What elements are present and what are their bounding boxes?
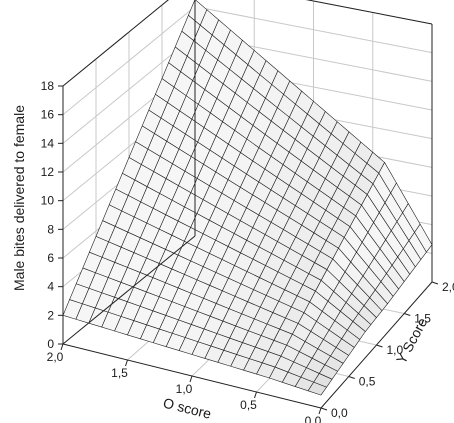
x-tick-label: 2,0 [47,350,64,364]
y-tick-label: 0,5 [359,375,376,389]
y-tick-mark [404,313,411,316]
y-tick-label: 1,0 [387,343,404,357]
z-axis-title: Male bites delivered to female [11,105,27,291]
axes-box-edge [305,0,433,25]
x-tick-mark [254,391,257,399]
z-tick-label: 6 [47,251,54,265]
x-tick-mark [189,375,193,383]
y-axis-title: Y Score [393,315,430,366]
x-tick-mark [318,407,322,415]
z-tick-label: 4 [47,280,54,294]
surface-mesh [62,0,433,396]
z-tick-label: 14 [41,136,55,150]
z-tick-label: 12 [41,165,55,179]
axis-ticks: 0 2 4 6 8 10 12 14 16 18 2,0 1,5 1,0 0,5 0,0 0,0 0,5 1,0 1… [41,79,454,423]
z-tick-label: 8 [47,222,54,236]
x-tick-label: 1,5 [111,366,128,380]
axes-box-edge [62,0,169,87]
x-tick-label: 1,0 [176,382,193,396]
x-tick-mark [125,359,128,367]
y-tick-mark [348,376,355,379]
z-tick-label: 10 [41,194,55,208]
x-tick-label: 0,5 [240,398,257,412]
y-tick-mark [320,407,328,411]
y-tick-label: 1,5 [414,312,431,326]
z-tick-label: 0 [47,337,54,351]
y-tick-label: 0,0 [331,406,348,420]
y-tick-mark [431,281,439,285]
y-tick-mark [376,344,383,348]
x-tick-label: 0,0 [305,414,322,423]
axes-box-edge [62,235,196,345]
z-tick-label: 2 [47,308,54,322]
x-tick-mark [60,343,64,351]
x-axis-title: O score [161,394,213,421]
z-tick-label: 16 [41,108,55,122]
axes-box [62,0,433,409]
y-tick-label: 2,0 [442,280,454,294]
z-tick-label: 18 [41,79,55,93]
